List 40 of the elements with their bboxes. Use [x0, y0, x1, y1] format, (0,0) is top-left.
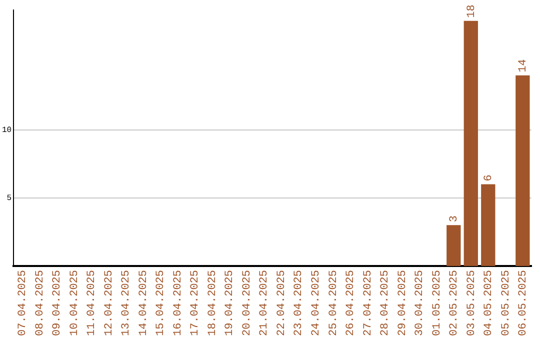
x-tick-label: 16.04.2025 — [172, 270, 184, 336]
bar — [446, 225, 461, 266]
x-tick-label: 08.04.2025 — [34, 270, 46, 336]
y-tick-label: 5 — [6, 194, 12, 204]
x-tick-label: 06.05.2025 — [518, 270, 530, 336]
x-tick-label: 18.04.2025 — [206, 270, 219, 336]
x-tick-label: 01.05.2025 — [431, 270, 444, 336]
x-tick-label: 09.04.2025 — [52, 270, 64, 336]
x-tick-label: 19.04.2025 — [224, 270, 236, 336]
data-label: 14 — [518, 58, 530, 72]
x-tick-label: 12.04.2025 — [103, 270, 116, 336]
x-tick-label: 15.04.2025 — [155, 270, 168, 336]
data-label: 3 — [448, 216, 461, 222]
x-tick-label: 02.05.2025 — [448, 270, 461, 336]
x-tick-label: 30.04.2025 — [414, 270, 426, 336]
y-tick-label: 10 — [2, 126, 12, 135]
bar — [481, 184, 496, 266]
bar — [516, 75, 530, 266]
x-tick-label: 29.04.2025 — [396, 270, 409, 336]
x-tick-label: 27.04.2025 — [362, 270, 374, 336]
x-tick-label: 13.04.2025 — [120, 270, 133, 336]
x-tick-label: 24.04.2025 — [310, 270, 322, 336]
x-tick-label: 05.05.2025 — [500, 270, 512, 336]
x-tick-label: 11.04.2025 — [86, 270, 98, 336]
data-label: 6 — [483, 174, 496, 182]
x-tick-label: 21.04.2025 — [258, 270, 271, 336]
x-tick-label: 03.05.2025 — [466, 270, 478, 336]
x-tick-label: 26.04.2025 — [345, 270, 358, 336]
bar — [464, 20, 478, 266]
x-tick-label: 22.04.2025 — [276, 270, 288, 336]
x-tick-label: 14.04.2025 — [138, 270, 150, 336]
x-tick-label: 10.04.2025 — [68, 270, 81, 336]
x-tick-label: 28.04.2025 — [380, 270, 392, 336]
x-tick-label: 17.04.2025 — [190, 270, 202, 336]
x-tick-label: 23.04.2025 — [293, 270, 306, 336]
x-tick-label: 20.04.2025 — [241, 270, 254, 336]
x-tick-label: 25.04.2025 — [328, 270, 340, 336]
x-tick-label: 04.05.2025 — [483, 270, 496, 336]
x-tick-label: 07.04.2025 — [17, 270, 30, 336]
data-label: 18 — [466, 4, 478, 18]
